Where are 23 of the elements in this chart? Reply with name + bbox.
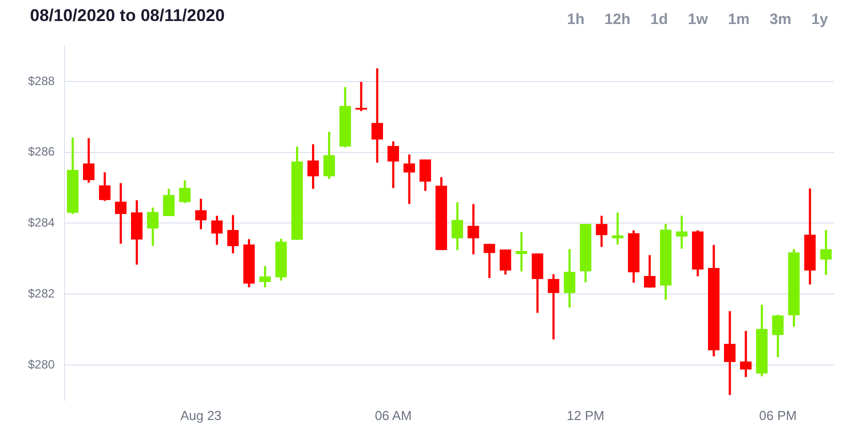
text: 1m [726,10,751,30]
chart-title: 08/10/2020 to 08/11/2020 [30,6,225,26]
y-tick-label: $286 [28,144,56,159]
text: 12h [604,10,632,30]
x-tick-label: 12 PM [566,408,604,423]
text: 1w [686,10,709,30]
candlestick [371,68,384,163]
text: 3m [768,10,792,30]
candlestick [114,183,127,244]
y-tick-label: $282 [28,286,56,300]
y-tick-label: $280 [28,357,56,372]
text: 1d [649,10,669,30]
y-tick-label: $288 [28,74,56,88]
x-tick-label: 06 PM [759,408,797,423]
x-tick-label: 06 AM [374,408,412,423]
candlestick [355,82,368,112]
text: 1h [566,10,586,30]
y-tick-label: $284 [28,216,56,230]
candlestick [676,216,688,249]
text: 1y [810,10,829,30]
candlestick [724,311,736,396]
candlestick [403,154,416,204]
x-tick-label: Aug 23 [180,408,222,423]
